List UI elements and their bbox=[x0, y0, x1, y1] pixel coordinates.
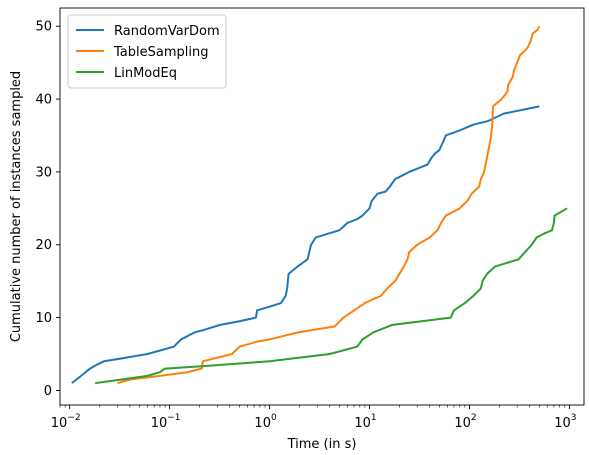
y-tick-label-2: 20 bbox=[35, 238, 52, 253]
x-axis-label: Time (in s) bbox=[287, 437, 357, 452]
x-tick-label-5: 103 bbox=[554, 413, 576, 431]
y-tick-label-4: 40 bbox=[35, 93, 52, 108]
y-tick-label-5: 50 bbox=[35, 20, 52, 35]
plot-frame bbox=[59, 7, 585, 406]
x-tick-label-4: 102 bbox=[454, 413, 476, 431]
y-tick-label-0: 0 bbox=[44, 384, 52, 399]
x-tick-label-3: 101 bbox=[354, 413, 376, 431]
y-axis-label: Cumulative number of instances sampled bbox=[9, 71, 24, 342]
series-line-0 bbox=[71, 105, 540, 384]
y-tick-label-3: 30 bbox=[35, 165, 52, 180]
legend-box bbox=[67, 14, 227, 89]
x-axis: 10−2 10−1 100 101 102 103 bbox=[51, 405, 577, 431]
legend: RandomVarDom TableSampling LinModEq bbox=[67, 14, 227, 89]
legend-label-2: LinModEq bbox=[114, 66, 177, 81]
series-line-2 bbox=[95, 207, 568, 385]
series-line-1 bbox=[117, 25, 541, 385]
legend-label-1: TableSampling bbox=[113, 45, 208, 60]
x-tick-label-0: 10−2 bbox=[51, 413, 81, 431]
y-axis: 0 10 20 30 40 50 bbox=[35, 20, 60, 399]
y-tick-label-1: 10 bbox=[35, 311, 52, 326]
plot-lines bbox=[71, 25, 568, 385]
x-tick-label-2: 100 bbox=[254, 413, 277, 431]
legend-label-0: RandomVarDom bbox=[114, 24, 220, 39]
x-tick-label-1: 10−1 bbox=[151, 413, 181, 431]
